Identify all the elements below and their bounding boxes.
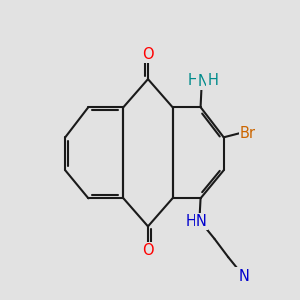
Text: O: O [142, 47, 154, 62]
Text: H: H [185, 214, 196, 229]
Text: N: N [239, 269, 250, 284]
Text: N: N [196, 214, 207, 229]
Text: Br: Br [240, 126, 256, 141]
Text: O: O [142, 243, 154, 258]
Text: N: N [197, 74, 208, 89]
Text: H: H [207, 73, 218, 88]
Text: H: H [188, 73, 198, 88]
